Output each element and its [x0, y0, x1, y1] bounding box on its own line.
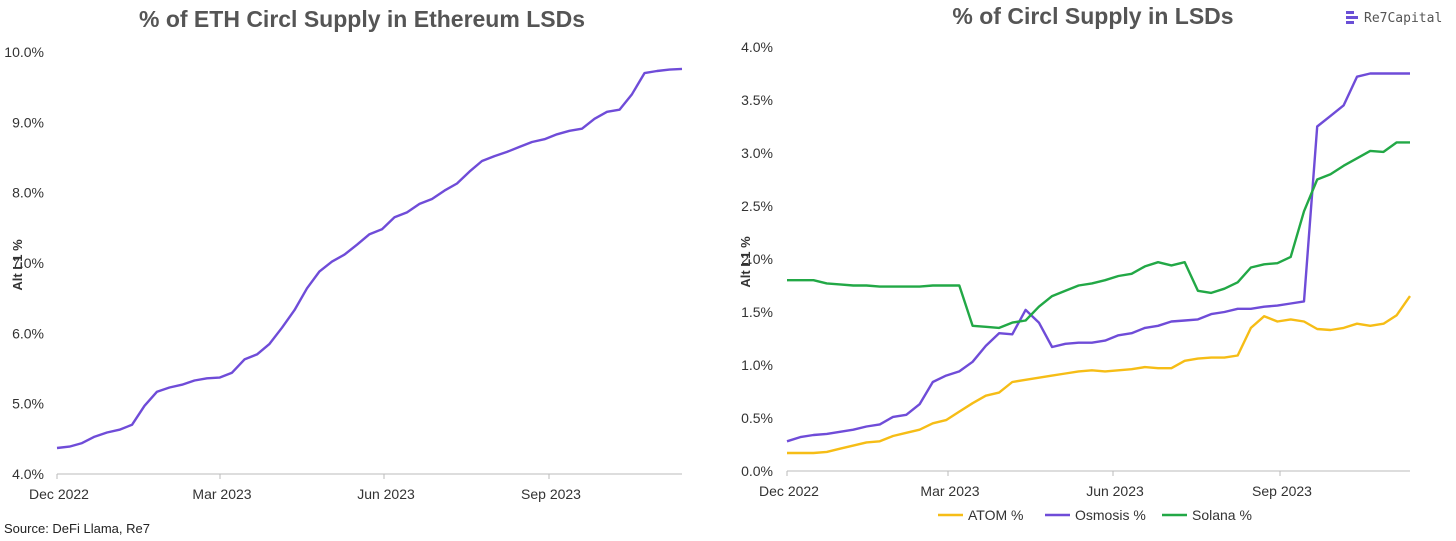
y-tick-label: 2.5% — [741, 198, 773, 214]
y-tick-label: 2.0% — [741, 251, 773, 267]
eth-lsd-chart: % of ETH Circl Supply in Ethereum LSDs A… — [4, 6, 683, 502]
y-tick-label: 4.0% — [12, 466, 44, 482]
series-line-osmosis — [786, 72, 1410, 443]
re7-logo: Re7Capital — [1346, 10, 1442, 26]
source-note: Source: DeFi Llama, Re7 — [4, 521, 150, 536]
y-tick-label: 9.0% — [12, 114, 44, 130]
x-tick-labels: Dec 2022 Mar 2023 Jun 2023 Sep 2023 — [759, 471, 1312, 499]
x-tick-label: Sep 2023 — [1252, 483, 1312, 499]
y-tick-label: 0.0% — [741, 463, 773, 479]
y-tick-label: 7.0% — [12, 255, 44, 271]
y-tick-label: 5.0% — [12, 396, 44, 412]
chart-title: % of ETH Circl Supply in Ethereum LSDs — [139, 6, 585, 32]
series-line-solana — [787, 141, 1410, 330]
series-line-eth-lsd — [56, 67, 683, 450]
y-tick-label: 1.0% — [741, 357, 773, 373]
series-line-atom — [787, 295, 1411, 455]
y-tick-label: 0.5% — [741, 410, 773, 426]
legend: ATOM % Osmosis % Solana % — [938, 507, 1252, 523]
y-tick-label: 6.0% — [12, 325, 44, 341]
x-tick-label: Jun 2023 — [357, 486, 415, 502]
series-group — [786, 72, 1411, 455]
alt-l1-lsd-chart: % of Circl Supply in LSDs Alt L1 % 0.0%0… — [738, 3, 1411, 523]
series-group — [56, 67, 683, 450]
y-tick-label: 3.0% — [741, 145, 773, 161]
legend-label: Osmosis % — [1075, 507, 1146, 523]
x-tick-label: Dec 2022 — [29, 486, 89, 502]
legend-label: Solana % — [1192, 507, 1252, 523]
x-tick-label: Jun 2023 — [1086, 483, 1144, 499]
x-tick-label: Sep 2023 — [521, 486, 581, 502]
y-tick-labels: 4.0% 5.0% 6.0% 7.0% 8.0% 9.0% 10.0% — [4, 44, 44, 482]
y-tick-label: 8.0% — [12, 185, 44, 201]
chart-title: % of Circl Supply in LSDs — [952, 3, 1233, 29]
x-tick-label: Mar 2023 — [920, 483, 979, 499]
y-tick-labels: 0.0% 0.5% 1.0% 1.5% 2.0% 2.5% 3.0% 3.5% 4.0% — [741, 39, 773, 479]
y-axis-label: Alt L1 % — [10, 239, 25, 291]
y-tick-label: 4.0% — [741, 39, 773, 55]
legend-label: ATOM % — [968, 507, 1024, 523]
logo-text: Re7Capital — [1364, 10, 1443, 26]
y-tick-label: 10.0% — [4, 44, 44, 60]
y-tick-label: 1.5% — [741, 304, 773, 320]
y-axis-label: Alt L1 % — [738, 236, 753, 288]
x-tick-label: Dec 2022 — [759, 483, 819, 499]
x-tick-labels: Dec 2022 Mar 2023 Jun 2023 Sep 2023 — [29, 474, 581, 502]
x-tick-label: Mar 2023 — [192, 486, 251, 502]
y-tick-label: 3.5% — [741, 92, 773, 108]
re7-logo-icon — [1346, 10, 1358, 26]
